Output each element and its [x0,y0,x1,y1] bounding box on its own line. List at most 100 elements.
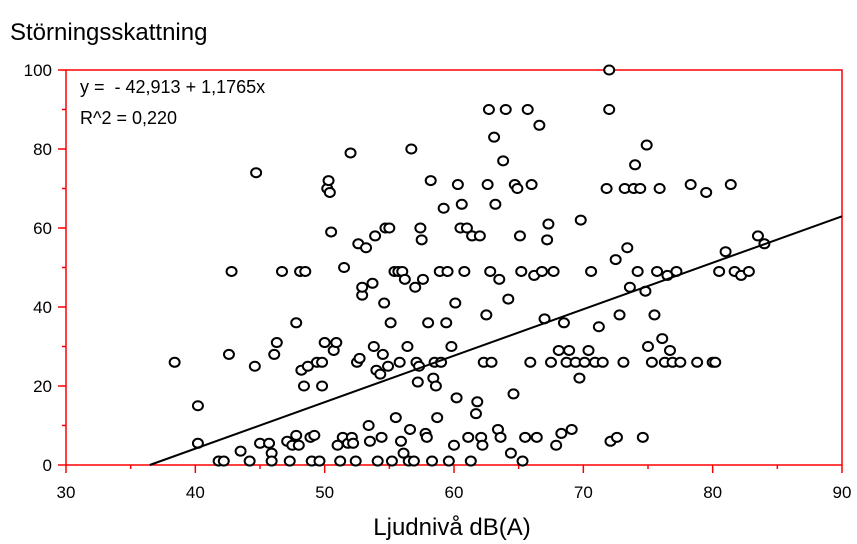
data-point [445,341,458,352]
y-tick-label: 60 [33,219,52,238]
data-point [353,352,366,364]
data-point [600,183,613,194]
data-point [362,420,375,431]
data-point [481,179,494,191]
data-point [376,348,389,360]
data-point [541,234,554,246]
data-point [275,265,288,277]
data-point [545,356,557,368]
data-point [519,431,532,443]
data-point [684,179,697,191]
data-point [565,423,578,435]
data-point [263,437,276,449]
x-tick-label: 30 [57,483,76,502]
data-point [709,356,722,368]
data-point [497,155,510,167]
data-point [318,337,331,349]
data-point [407,455,420,467]
data-point [640,139,653,151]
y-tick-label: 20 [33,377,52,396]
data-point [511,183,524,194]
data-point [191,400,204,412]
data-point [521,104,534,115]
data-point [674,356,687,368]
data-point [250,167,263,179]
data-point [382,360,395,372]
data-point [489,198,502,210]
data-point [389,412,402,424]
data-point [691,356,704,368]
data-point [234,445,247,457]
data-point [393,356,406,368]
data-point [742,265,755,277]
data-point [448,439,460,451]
data-point [547,265,560,277]
data-point [374,368,387,380]
data-point [462,431,475,443]
data-point [719,246,732,258]
data-point [385,455,398,467]
data-point [270,337,283,349]
data-point [751,230,764,242]
data-point [168,356,181,368]
data-point [648,309,661,321]
data-point [384,317,397,329]
data-point [596,356,609,368]
data-point [469,408,482,420]
data-point [485,356,498,368]
regression-equation: y = - 42,913 + 1,1765x [80,77,265,97]
x-axis-ticks: 30 40 50 60 70 80 90 [57,465,851,502]
data-point [484,265,497,277]
data-point [248,360,261,372]
data-point [642,341,654,352]
data-point [383,222,396,234]
data-point [450,392,463,404]
data-point [338,262,351,273]
data-point [424,175,437,187]
y-tick-label: 40 [33,298,52,317]
data-point [610,431,623,443]
data-point [431,412,444,424]
data-point [585,265,598,277]
data-point [349,455,362,467]
data-point [316,380,329,392]
data-point [414,222,427,234]
data-point [573,372,586,384]
data-point [344,147,357,159]
data-point [494,431,507,443]
data-point [440,317,453,329]
data-points [168,64,771,467]
data-point [499,104,512,115]
data-point [480,309,493,321]
data-point [411,376,424,388]
data-point [651,265,664,277]
data-point [471,396,484,408]
data-point [631,265,644,277]
data-point [308,429,321,441]
data-point [449,297,462,309]
data-point [550,439,563,451]
data-point [356,281,369,293]
data-point [582,344,595,356]
data-point [488,131,501,143]
data-point [482,104,495,115]
data-point [316,356,329,368]
data-point [375,431,388,443]
data-point [397,447,410,459]
y-tick-label: 0 [43,456,52,475]
data-point [653,183,666,194]
data-point [473,230,486,242]
chart-title: Störningsskattning [10,19,207,46]
data-point [323,186,336,198]
data-point [265,455,278,467]
data-point [455,198,468,210]
data-point [535,265,548,277]
x-tick-label: 60 [445,483,464,502]
data-point [217,455,230,467]
data-point [371,455,384,467]
data-point [325,226,338,238]
data-point [363,435,376,447]
data-point [292,439,305,451]
data-point [507,388,520,400]
data-point [552,344,565,356]
